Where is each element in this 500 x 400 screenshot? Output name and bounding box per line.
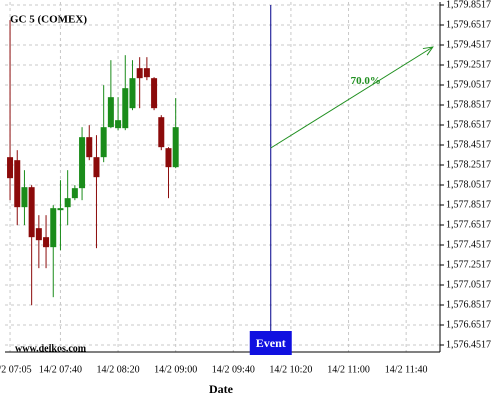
candle-body	[71, 188, 78, 199]
candle-body	[35, 228, 42, 241]
candle-body	[28, 187, 35, 238]
y-tick-label: 1,576.4517	[446, 339, 491, 350]
y-tick-label: 1,577.8517	[446, 199, 491, 210]
x-tick-label: 14/2 10:20	[269, 364, 312, 375]
y-tick-label: 1,577.6517	[446, 219, 491, 230]
candle-body	[79, 137, 86, 189]
y-tick-label: 1,578.2517	[446, 159, 491, 170]
candle-body	[100, 127, 107, 158]
x-axis-title: Date	[209, 382, 234, 396]
candle-body	[143, 68, 150, 78]
candle-body	[14, 160, 21, 208]
event-label: Event	[256, 336, 286, 350]
y-tick-label: 1,576.6517	[446, 319, 491, 330]
y-tick-label: 1,579.8517	[446, 0, 491, 10]
candle-body	[158, 117, 165, 148]
candle-body	[43, 237, 50, 248]
watermark: www.delkos.com	[15, 343, 87, 354]
candle-body	[21, 187, 28, 208]
y-tick-label: 1,578.0517	[446, 179, 491, 190]
candle-body	[93, 157, 100, 178]
candle-body	[136, 68, 143, 79]
y-tick-label: 1,577.2517	[446, 259, 491, 270]
y-tick-label: 1,576.8517	[446, 299, 491, 310]
candle-body	[115, 120, 122, 129]
candle-body	[86, 137, 93, 158]
y-tick-label: 1,578.4517	[446, 139, 491, 150]
y-tick-label: 1,577.0517	[446, 279, 491, 290]
candle-body	[165, 148, 172, 168]
chart-title: GC 5 (COMEX)	[10, 14, 87, 26]
candle-body	[57, 208, 64, 211]
y-tick-label: 1,579.2517	[446, 59, 491, 70]
y-tick-label: 1,578.6517	[446, 119, 491, 130]
y-tick-label: 1,578.8517	[446, 99, 491, 110]
event-box	[249, 331, 292, 355]
forecast-label: 70.0%	[351, 75, 381, 87]
candle-body	[151, 78, 158, 109]
x-tick-label: 14/2 07:40	[39, 364, 82, 375]
candle-body	[107, 97, 114, 128]
candle-body	[50, 208, 57, 248]
forecast-arrow	[270, 46, 434, 149]
candle-body	[172, 127, 179, 168]
candle-body	[129, 78, 136, 109]
candle-body	[7, 157, 14, 179]
y-tick-label: 1,577.4517	[446, 239, 491, 250]
x-tick-label: 14/2 09:00	[154, 364, 197, 375]
x-tick-label: 14/2 09:40	[212, 364, 255, 375]
y-tick-label: 1,579.6517	[446, 19, 491, 30]
candle-body	[64, 198, 71, 208]
arrow-head	[422, 46, 434, 56]
y-tick-label: 1,579.0517	[446, 79, 491, 90]
x-tick-label: 14/2 07:05	[0, 364, 32, 375]
x-tick-label: 14/2 11:40	[385, 364, 428, 375]
x-tick-label: 14/2 08:20	[97, 364, 140, 375]
candle-body	[122, 88, 129, 129]
x-tick-label: 14/2 11:00	[327, 364, 370, 375]
y-tick-label: 1,579.4517	[446, 39, 491, 50]
